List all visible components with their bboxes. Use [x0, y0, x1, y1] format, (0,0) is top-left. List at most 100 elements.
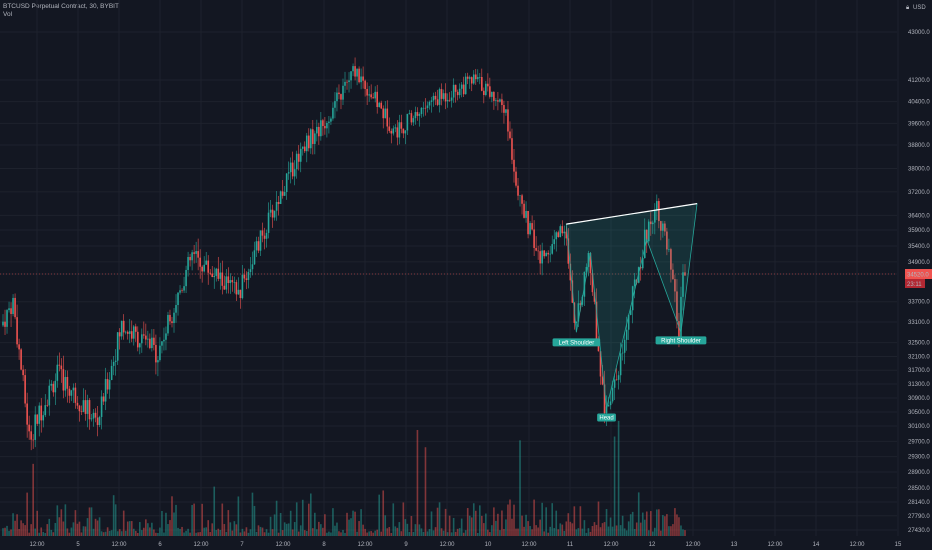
volume-bar [134, 530, 137, 536]
x-tick-label: 8 [322, 542, 326, 548]
candle-body [297, 153, 300, 162]
y-tick-label: 27790.0 [908, 514, 930, 520]
candle-body [412, 118, 415, 123]
volume-bar [674, 508, 676, 536]
candle-body [223, 285, 226, 290]
volume-bar [660, 530, 662, 536]
volume-bar [108, 530, 111, 536]
volume-bar [442, 530, 445, 536]
candle-body [619, 353, 622, 376]
volume-bar [255, 531, 258, 536]
volume-bar [303, 530, 306, 536]
candle-body [633, 279, 636, 287]
volume-bar [643, 519, 646, 536]
volume-bar [28, 532, 30, 536]
neckline-trendline [566, 203, 698, 225]
y-tick-label: 36400.0 [908, 213, 930, 219]
y-tick-label: 30100.0 [908, 424, 930, 430]
candle-body [380, 102, 383, 109]
volume-bar [324, 514, 326, 536]
volume-bar [161, 510, 163, 536]
volume-bar [448, 515, 451, 536]
volume-bar [458, 528, 461, 536]
candle-body [249, 269, 252, 273]
candle-body [76, 402, 79, 406]
volume-bar [40, 527, 43, 536]
candle-body [452, 84, 455, 98]
candle-body [591, 273, 594, 293]
x-tick-label: 12:00 [29, 542, 45, 548]
volume-bar [96, 520, 99, 536]
volume-bar [32, 463, 34, 536]
candle-body [577, 303, 580, 322]
volume-bar [404, 519, 407, 536]
volume-bar [420, 528, 423, 536]
candle-body [446, 99, 449, 102]
volume-bar [537, 527, 539, 536]
candle-body [563, 231, 566, 234]
candle-body [678, 321, 680, 340]
volume-bar [668, 526, 670, 536]
y-tick-label: 33700.0 [908, 300, 930, 306]
volume-bar [265, 529, 268, 536]
volume-bar [307, 503, 310, 536]
y-tick-label: 34900.0 [908, 260, 930, 266]
volume-bar [189, 532, 191, 536]
candle-body [430, 100, 433, 102]
candle-body [666, 231, 668, 250]
candle-body [221, 272, 224, 286]
volume-bar [289, 510, 292, 536]
volume-bar [384, 515, 387, 536]
volume-bar [42, 531, 45, 536]
volume-bar [328, 531, 330, 536]
volume-bar [436, 507, 439, 536]
candle-body [404, 130, 407, 134]
candle-body [491, 91, 493, 97]
volume-bar [422, 531, 425, 536]
volume-bar [241, 528, 244, 536]
candle-body [660, 221, 662, 231]
volume-bar [452, 517, 455, 536]
volume-bar [398, 522, 401, 536]
candle-body [676, 291, 678, 322]
volume-bar [233, 521, 236, 536]
volume-bar [609, 517, 612, 536]
candle-body [195, 251, 197, 254]
volume-bar [414, 524, 417, 536]
volume-bar [639, 522, 642, 536]
volume-bar [641, 512, 644, 536]
volume-bar [207, 520, 210, 536]
volume-bar [352, 510, 354, 536]
candle-body [58, 364, 61, 366]
volume-bar [535, 525, 537, 536]
volume-bar [235, 524, 238, 536]
candle-body [275, 201, 278, 211]
volume-bar [269, 516, 272, 536]
volume-bar [173, 512, 175, 536]
volume-bar [637, 492, 640, 536]
volume-bar [24, 525, 26, 536]
volume-bar [460, 518, 463, 536]
candle-body [40, 405, 43, 421]
volume-bar [585, 532, 588, 536]
volume-bar [199, 532, 201, 536]
volume-bar [141, 530, 143, 536]
y-tick-label: 28500.0 [908, 486, 930, 492]
volume-bar [175, 504, 177, 536]
candle-body [136, 331, 139, 348]
last-price-label: 34520.0 [907, 273, 929, 279]
candle-body [72, 387, 75, 391]
candle-body [376, 91, 378, 107]
volume-bar [615, 525, 618, 536]
candle-body [495, 100, 497, 101]
candle-body [201, 266, 203, 272]
volume-bar [342, 529, 344, 536]
volume-bar [326, 532, 328, 536]
volume-bar [649, 511, 652, 536]
candle-body [561, 226, 564, 234]
candle-body [539, 251, 541, 264]
candle-body [314, 133, 316, 144]
candle-body [44, 405, 47, 416]
x-tick-label: 12:00 [685, 542, 701, 548]
